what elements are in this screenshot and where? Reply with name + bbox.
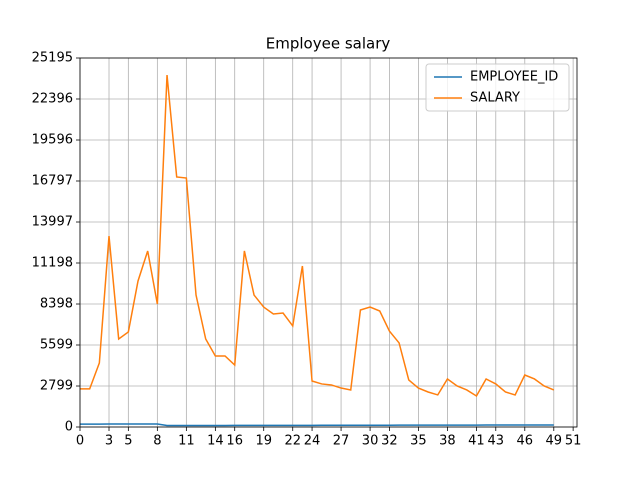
x-tick-label: 22: [284, 434, 301, 449]
x-tick-label: 46: [517, 434, 534, 449]
chart-title: Employee salary: [266, 35, 391, 53]
x-tick-label: 5: [124, 434, 132, 449]
legend-label: SALARY: [470, 91, 520, 106]
plot-frame: [79, 57, 578, 428]
y-tick-label: 5599: [40, 337, 73, 352]
series-line: [80, 74, 555, 397]
y-tick-label: 19596: [32, 133, 73, 148]
y-tick-label: 16797: [32, 173, 73, 188]
x-tick-label: 3: [105, 434, 113, 449]
x-tick-label: 38: [439, 434, 456, 449]
y-tick-label: 11198: [32, 255, 73, 270]
x-tick-label: 16: [226, 434, 243, 449]
series-line: [79, 423, 554, 427]
x-tick-label: 19: [255, 434, 272, 449]
x-tick-label: 11: [178, 434, 195, 449]
x-tick-label: 32: [381, 434, 398, 449]
x-tick-label: 14: [207, 434, 224, 449]
y-tick-label: 13997: [32, 215, 73, 230]
x-tick-label: 49: [546, 434, 563, 449]
y-tick-label: 8398: [40, 297, 73, 312]
y-tick-label: 25195: [32, 51, 73, 66]
x-tick-label: 24: [304, 434, 321, 449]
x-tick-label: 41: [468, 434, 485, 449]
x-tick-label: 27: [333, 434, 350, 449]
x-tick-label: 43: [488, 434, 505, 449]
x-tick-label: 30: [362, 434, 379, 449]
y-tick-label: 0: [65, 420, 73, 435]
x-tick-label: 0: [76, 434, 84, 449]
legend-label: EMPLOYEE_ID: [470, 70, 558, 85]
y-tick-label: 22396: [32, 91, 73, 106]
x-tick-label: 35: [410, 434, 427, 449]
x-tick-label: 51: [565, 434, 582, 449]
legend-box: [425, 63, 570, 112]
x-tick-label: 8: [153, 434, 161, 449]
y-tick-label: 2799: [40, 379, 73, 394]
